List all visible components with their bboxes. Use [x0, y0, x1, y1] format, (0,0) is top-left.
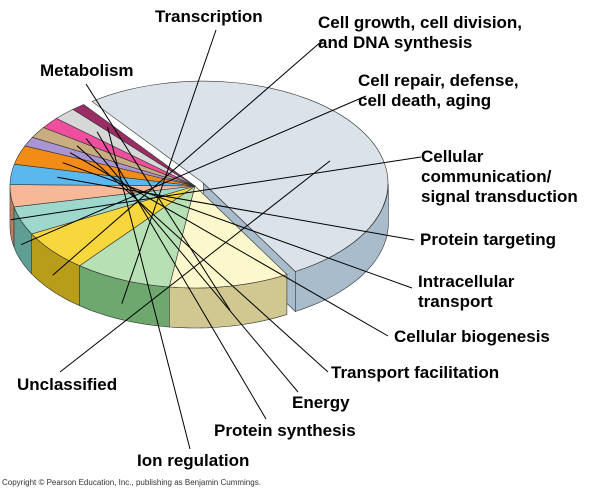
label-line: Metabolism [40, 61, 134, 80]
leader-line-protein-targeting [57, 176, 415, 241]
label-ion-regulation: Ion regulation [137, 451, 249, 470]
label-line: Cell repair, defense, [358, 71, 519, 90]
slice-labels: Transcription Cell growth, cell division,… [17, 7, 578, 470]
leader-line-protein-synthesis [96, 131, 267, 420]
leader-line-cell-repair-defense-cell-death-aging [20, 95, 367, 246]
label-line: signal transduction [421, 187, 578, 206]
leader-line-ion-regulation [106, 126, 191, 450]
slice-unclassified [91, 80, 389, 272]
leader-line-intracellular-transport [62, 162, 413, 289]
label-unclassified: Unclassified [17, 375, 117, 394]
label-line: and DNA synthesis [318, 33, 472, 52]
leader-line-metabolism [85, 83, 231, 311]
label-transport-facilitation: Transport facilitation [331, 363, 499, 382]
label-metabolism: Metabolism [40, 61, 134, 80]
label-line: Cellular biogenesis [394, 327, 550, 346]
pie-slices [9, 80, 389, 289]
label-line: communication/ [421, 167, 552, 186]
label-line: cell death, aging [358, 91, 491, 110]
label-cellular-communication-signal-transduction: Cellular communication/signal transductio… [421, 147, 578, 206]
leader-line-unclassified [59, 160, 331, 373]
label-line: Ion regulation [137, 451, 249, 470]
label-energy: Energy [292, 393, 350, 412]
label-cellular-biogenesis: Cellular biogenesis [394, 327, 550, 346]
label-line: Energy [292, 393, 350, 412]
slice-transcription [78, 185, 196, 288]
label-cell-growth-cell-division-and-dna-synthesis: Cell growth, cell division, and DNA synth… [318, 13, 522, 52]
label-line: Cellular [421, 147, 484, 166]
label-cell-repair-defense-cell-death-aging: Cell repair, defense, cell death, aging [358, 71, 519, 110]
leader-line-transport-facilitation [76, 145, 329, 373]
label-transcription: Transcription [155, 7, 263, 26]
label-line: Intracellular [418, 272, 515, 291]
label-intracellular-transport: Intracellular transport [418, 272, 515, 311]
leader-line-cellular-communication-signal-transduction [10, 156, 422, 221]
label-protein-targeting: Protein targeting [420, 230, 556, 249]
label-line: Unclassified [17, 375, 117, 394]
label-line: transport [418, 292, 493, 311]
leader-lines [10, 29, 422, 450]
leader-line-cell-growth-cell-division-and-dna-synthesis [52, 39, 324, 276]
label-protein-synthesis: Protein synthesis [214, 421, 356, 440]
label-line: Cell growth, cell division, [318, 13, 522, 32]
copyright-notice: Copyright © Pearson Education, Inc., pub… [2, 478, 261, 487]
label-line: Transport facilitation [331, 363, 499, 382]
label-line: Transcription [155, 7, 263, 26]
label-line: Protein targeting [420, 230, 556, 249]
slice-ion-regulation [72, 104, 196, 187]
label-line: Protein synthesis [214, 421, 356, 440]
leader-line-transcription [121, 29, 217, 304]
